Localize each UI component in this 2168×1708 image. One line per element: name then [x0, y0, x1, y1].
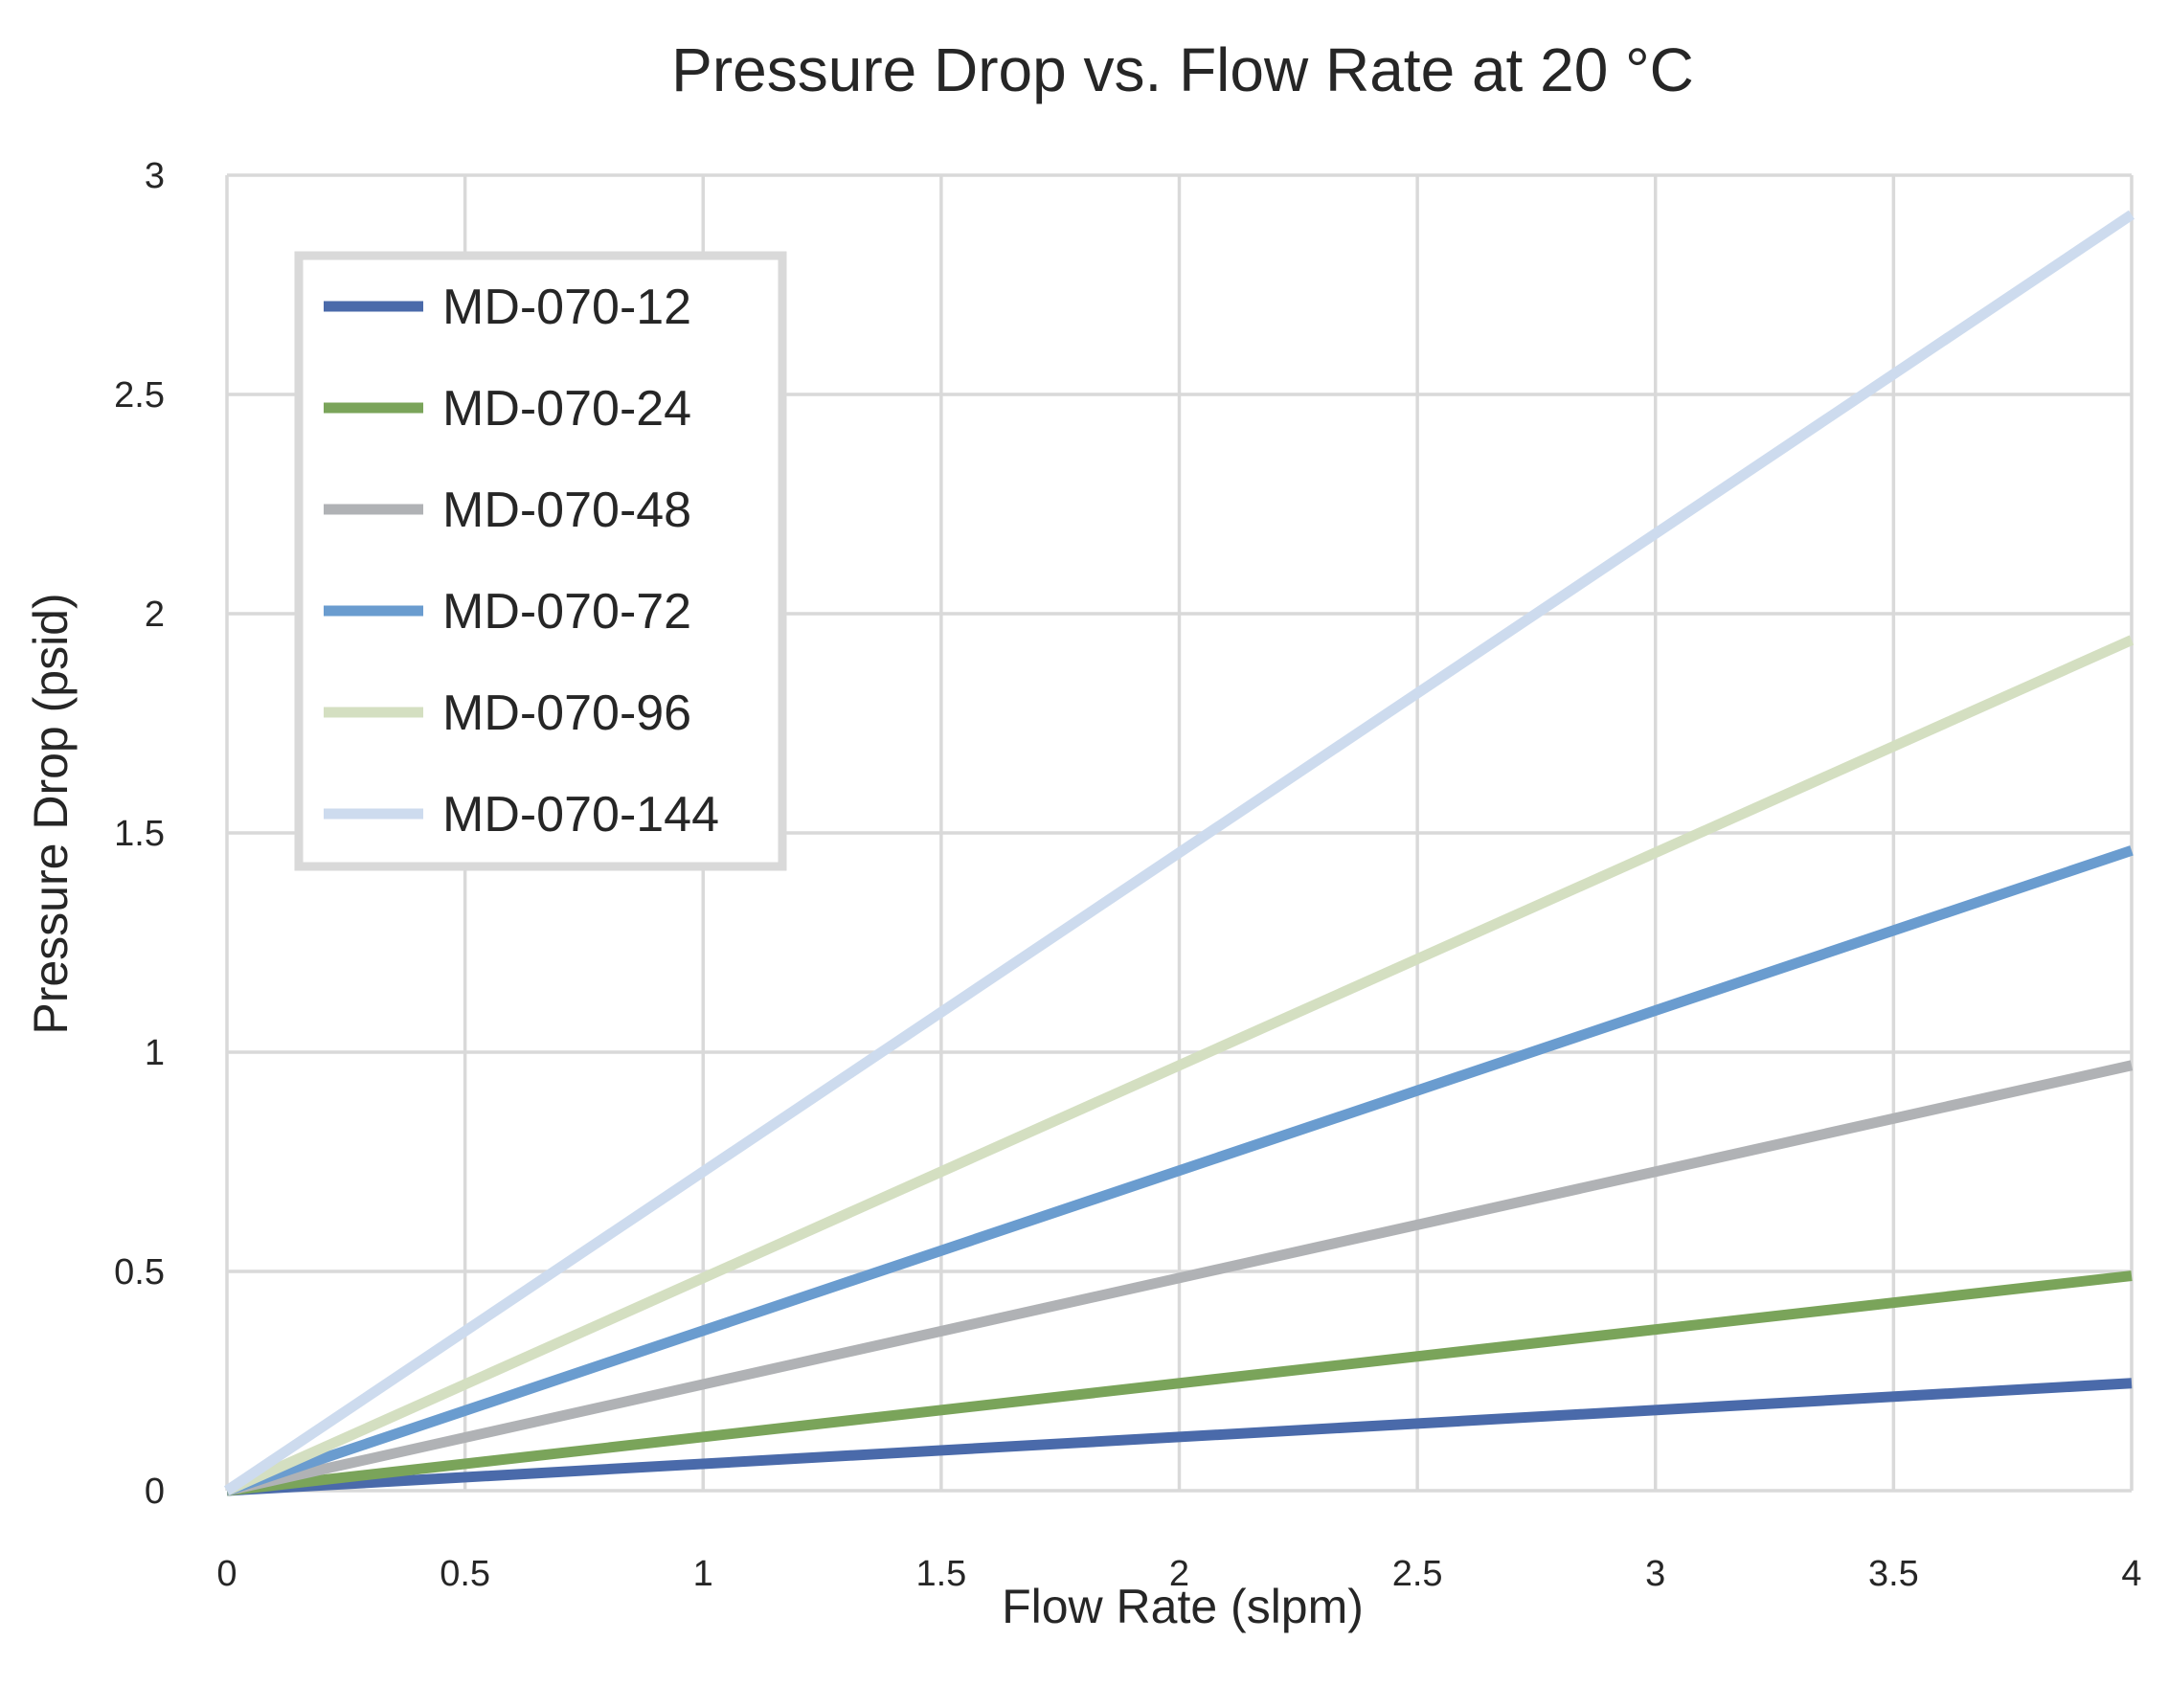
chart-title: Pressure Drop vs. Flow Rate at 20 °C	[671, 35, 1694, 104]
x-tick-label: 3	[1645, 1554, 1665, 1594]
y-tick-label: 0.5	[114, 1252, 165, 1292]
legend: MD-070-12 MD-070-24 MD-070-48 MD-070-72 MD-0…	[294, 251, 787, 871]
y-tick-labels: 0 0.5 1 1.5 2 2.5 3	[114, 156, 165, 1512]
x-tick-label: 0.5	[440, 1554, 490, 1594]
x-tick-label: 2.5	[1392, 1554, 1443, 1594]
y-tick-label: 0	[145, 1472, 165, 1512]
y-tick-label: 1.5	[114, 814, 165, 854]
x-tick-labels: 0 0.5 1 1.5 2 2.5 3 3.5 4	[216, 1554, 2141, 1594]
y-axis-label: Pressure Drop (psid)	[24, 593, 78, 1034]
series-line-md-070-48	[225, 1060, 2134, 1496]
legend-label: MD-070-12	[442, 280, 691, 335]
legend-label: MD-070-96	[442, 685, 691, 741]
grid	[225, 173, 2134, 1493]
x-tick-label: 3.5	[1868, 1554, 1919, 1594]
legend-label: MD-070-24	[442, 381, 691, 437]
x-tick-label: 1.5	[915, 1554, 966, 1594]
x-tick-label: 4	[2121, 1554, 2141, 1594]
y-tick-label: 1	[145, 1033, 165, 1073]
x-axis-label: Flow Rate (slpm)	[1002, 1580, 1364, 1633]
series-line-md-070-24	[226, 1270, 2133, 1496]
series-line-md-070-72	[225, 845, 2134, 1496]
series-lines	[223, 210, 2135, 1496]
series-line-md-070-144	[223, 210, 2135, 1495]
legend-label: MD-070-144	[442, 787, 719, 843]
x-tick-label: 2	[1169, 1554, 1189, 1594]
series-line-md-070-12	[226, 1378, 2133, 1496]
x-tick-label: 0	[216, 1554, 237, 1594]
y-tick-label: 2.5	[114, 375, 165, 416]
legend-label: MD-070-48	[442, 483, 691, 538]
y-tick-label: 3	[145, 156, 165, 196]
legend-box	[294, 251, 787, 871]
legend-label: MD-070-72	[442, 584, 691, 640]
x-tick-label: 1	[693, 1554, 713, 1594]
series-line-md-070-96	[224, 635, 2134, 1496]
y-tick-label: 2	[145, 595, 165, 635]
